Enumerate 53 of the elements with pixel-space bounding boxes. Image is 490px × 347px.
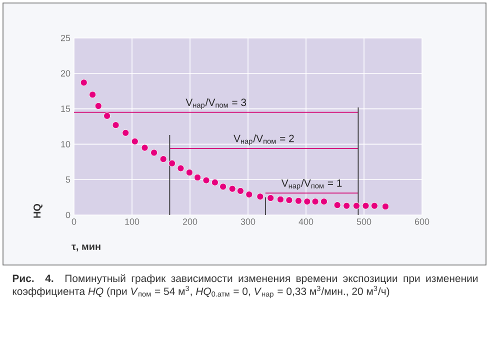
y-tick-label: 10 bbox=[61, 141, 70, 148]
point bbox=[370, 202, 378, 210]
point bbox=[89, 91, 96, 98]
point bbox=[202, 176, 210, 184]
point bbox=[304, 198, 311, 206]
point bbox=[104, 112, 111, 120]
point bbox=[246, 190, 253, 198]
point bbox=[294, 197, 302, 204]
text: Рис. 4. Поминутный график зависимости изменения времени экспозиции при изменении коэффициента HQ (при V$_{пом}$ = 54 м$^{3}$, HQ$_{0.атм}$ = 0, V$_{нар}$ = 0,33 м$^{3}$/мин., 20 м$^{3}$/ч) bbox=[12, 274, 478, 298]
point bbox=[112, 122, 120, 129]
x-tick-label: 600 bbox=[414, 218, 430, 225]
y-tick-label: 25 bbox=[60, 34, 70, 42]
point bbox=[276, 196, 284, 203]
point bbox=[168, 160, 176, 167]
point bbox=[320, 198, 328, 206]
point bbox=[352, 202, 360, 210]
series-label: V$_{нар}$/V$_{пом}$ = 1 bbox=[281, 179, 342, 190]
point bbox=[286, 196, 293, 204]
point bbox=[122, 129, 130, 136]
point bbox=[141, 144, 148, 152]
y-tick-label: 5 bbox=[66, 176, 70, 183]
series-label: V$_{нар}$/V$_{пом}$ = 2 bbox=[234, 134, 294, 146]
x-tick-label: 100 bbox=[125, 218, 140, 225]
x-tick-label: 300 bbox=[240, 218, 256, 225]
point bbox=[80, 79, 88, 86]
y-tick-label: 0 bbox=[66, 212, 70, 218]
point bbox=[131, 138, 138, 145]
y-axis-title: HQ bbox=[34, 204, 42, 218]
point bbox=[211, 178, 218, 186]
point bbox=[362, 202, 370, 210]
y-tick-label: 20 bbox=[60, 70, 70, 77]
point bbox=[236, 187, 244, 194]
point bbox=[267, 194, 274, 202]
point bbox=[312, 198, 319, 206]
point bbox=[150, 149, 158, 156]
x-tick-label: 0 bbox=[72, 218, 76, 225]
point bbox=[343, 202, 350, 210]
point bbox=[160, 156, 167, 163]
y-tick-label: 15 bbox=[61, 106, 70, 112]
x-axis-title: τ, мин bbox=[72, 244, 100, 252]
point bbox=[256, 193, 264, 200]
series-label: V$_{нар}$/V$_{пом}$ = 3 bbox=[186, 98, 246, 110]
point bbox=[220, 183, 227, 190]
point bbox=[94, 102, 102, 110]
point bbox=[228, 185, 236, 192]
x-tick-label: 400 bbox=[298, 218, 314, 225]
point bbox=[177, 164, 184, 172]
point bbox=[194, 174, 202, 182]
point bbox=[334, 202, 341, 209]
x-tick-label: 200 bbox=[182, 218, 198, 225]
point bbox=[382, 202, 390, 210]
x-tick-label: 500 bbox=[356, 218, 372, 225]
point bbox=[186, 168, 193, 176]
